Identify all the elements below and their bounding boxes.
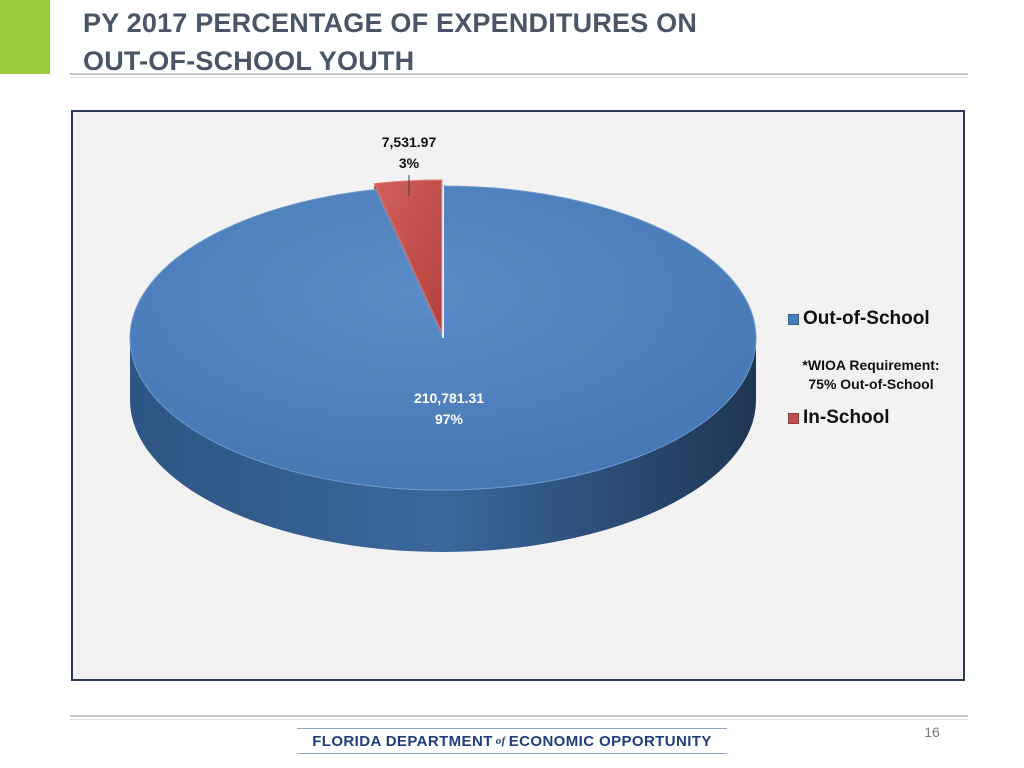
footer-logo: FLORIDA DEPARTMENT of ECONOMIC OPPORTUNI… xyxy=(297,728,727,754)
pie-chart: 210,781.31 97% 7,531.97 3% xyxy=(129,134,757,552)
footer-divider-thin xyxy=(70,719,968,720)
page-title: PY 2017 PERCENTAGE OF EXPENDITURES ON OU… xyxy=(83,4,963,80)
data-label-out-of-school-value: 210,781.31 xyxy=(414,390,484,406)
page-title-line-2: OUT-OF-SCHOOL YOUTH xyxy=(83,46,415,76)
page-title-line-1: PY 2017 PERCENTAGE OF EXPENDITURES ON xyxy=(83,8,698,38)
footer-logo-part-1: FLORIDA DEPARTMENT xyxy=(312,732,493,750)
legend-note-line-1: *WIOA Requirement: xyxy=(802,357,940,373)
legend-item-in-school: In-School xyxy=(788,407,890,429)
footer-logo-part-2: ECONOMIC OPPORTUNITY xyxy=(508,732,712,750)
footer-logo-of: of xyxy=(495,735,506,747)
data-label-out-of-school-percent: 97% xyxy=(435,411,464,427)
legend-label-out-of-school: Out-of-School xyxy=(803,308,930,329)
title-divider-thin xyxy=(70,77,968,78)
page-number: 16 xyxy=(924,724,940,740)
title-divider xyxy=(70,73,968,75)
header-accent-block xyxy=(0,0,50,74)
footer-divider xyxy=(70,715,968,717)
legend-swatch-out-of-school xyxy=(788,313,799,325)
data-label-in-school-percent: 3% xyxy=(399,155,420,171)
legend-note: *WIOA Requirement: 75% Out-of-School xyxy=(788,356,954,394)
legend-swatch-in-school xyxy=(788,412,799,424)
legend-item-out-of-school: Out-of-School xyxy=(788,308,930,330)
legend-note-line-2: 75% Out-of-School xyxy=(808,376,934,392)
chart-frame: 210,781.31 97% 7,531.97 3% Out-of-School *W… xyxy=(71,110,965,681)
legend-label-in-school: In-School xyxy=(803,407,890,428)
pie-slice-out-of-school-side xyxy=(130,338,756,552)
data-label-in-school-value: 7,531.97 xyxy=(382,134,437,150)
pie-slice-in-school xyxy=(373,179,443,333)
